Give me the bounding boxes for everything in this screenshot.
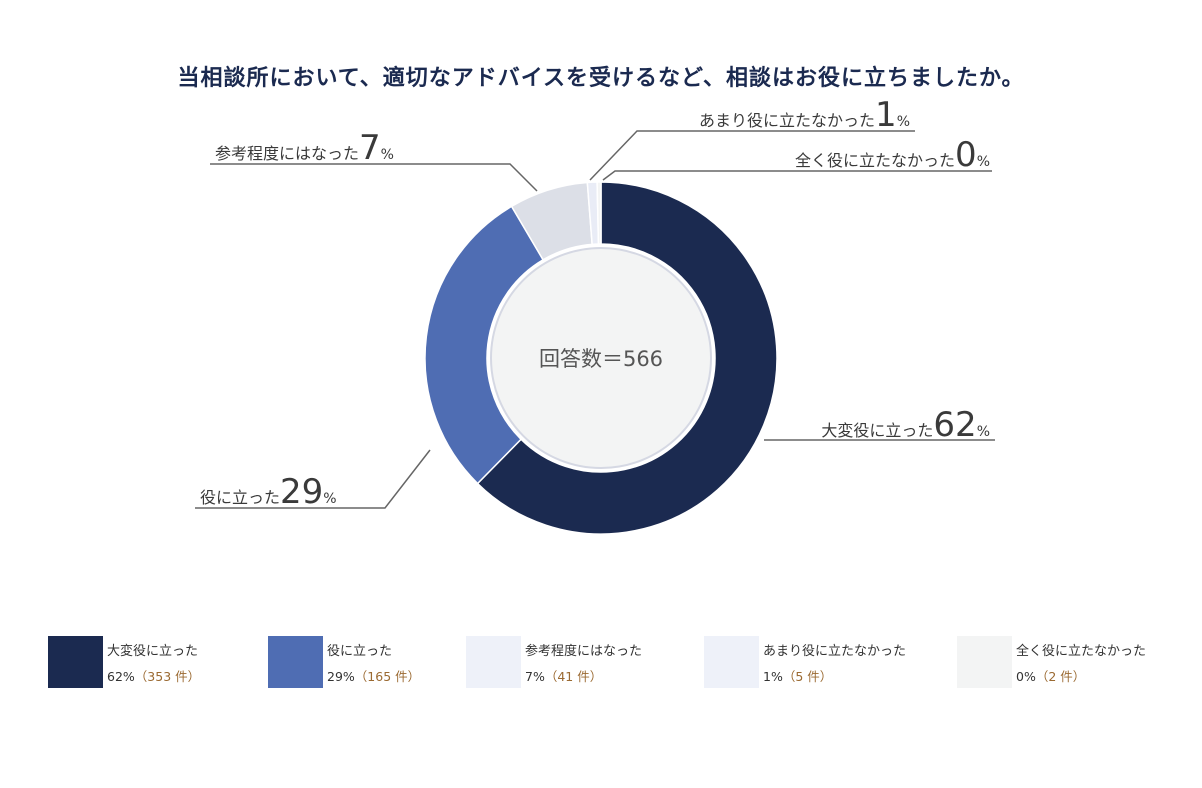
center-label: 回答数＝566 — [539, 347, 663, 371]
callout-very-helpful-label: 大変役に立った62% — [821, 405, 990, 445]
center-disc — [490, 247, 712, 469]
callout-labels: 大変役に立った62% 役に立った29% 参考程度にはなった7% あまり役に立たなかった… — [195, 95, 995, 512]
callout-not-helpful-at-all-leader — [602, 170, 992, 181]
callout-somewhat-helpful-leader — [210, 163, 538, 192]
callout-somewhat-helpful-label: 参考程度にはなった7% — [215, 128, 394, 168]
callout-not-very-helpful-label: あまり役に立たなかった1% — [699, 95, 910, 135]
donut-slices — [424, 181, 778, 535]
slice-not-helpful-at-all — [596, 181, 602, 245]
chart-title: 当相談所において、適切なアドバイスを受けるなど、相談はお役に立ちましたか。 — [177, 66, 1025, 91]
callout-helpful-label: 役に立った29% — [200, 472, 337, 512]
slice-helpful — [424, 205, 545, 485]
callout-not-very-helpful-leader — [589, 130, 915, 181]
callout-not-helpful-at-all-label: 全く役に立たなかった0% — [795, 135, 990, 175]
callout-helpful-leader — [195, 449, 431, 509]
